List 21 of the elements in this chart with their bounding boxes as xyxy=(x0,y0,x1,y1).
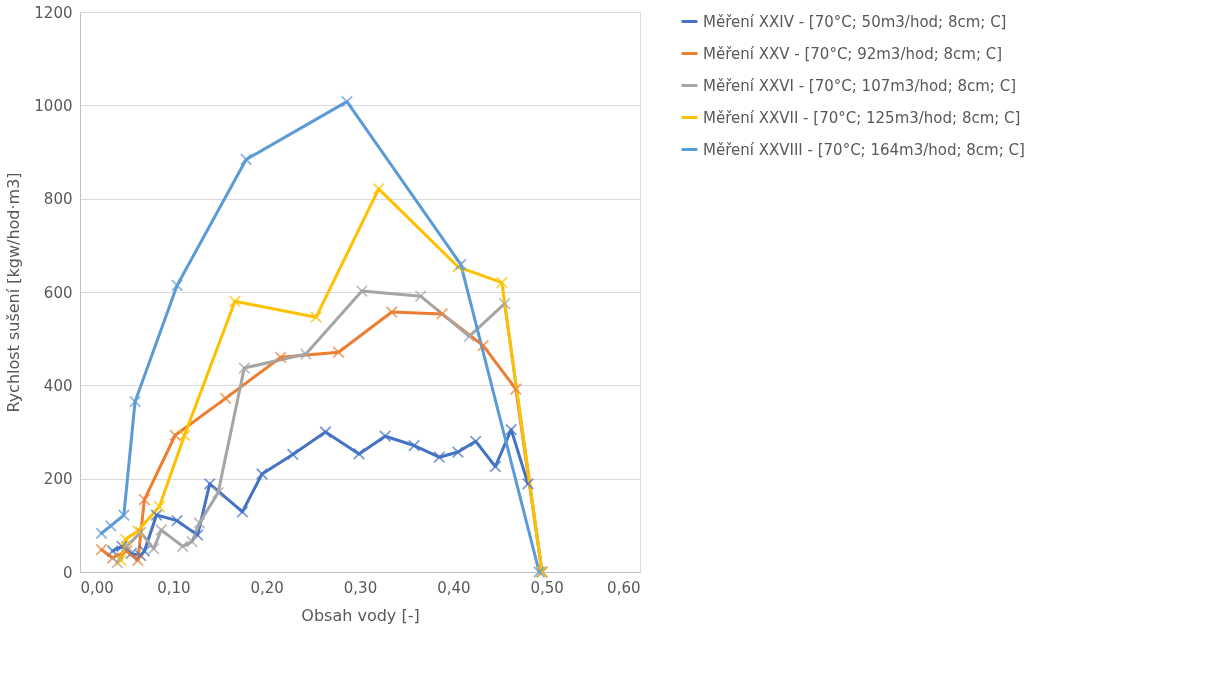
legend-label: Měření XXVI - [70°C; 107m3/hod; 8cm; C] xyxy=(703,76,1017,95)
x-tick-label: 0,10 xyxy=(157,578,191,597)
y-tick-label: 200 xyxy=(43,470,73,489)
y-tick-label: 400 xyxy=(43,376,73,395)
legend-label: Měření XXVIII - [70°C; 164m3/hod; 8cm; C] xyxy=(703,140,1025,159)
x-tick-label: 0,00 xyxy=(80,578,114,597)
legend-label: Měření XXV - [70°C; 92m3/hod; 8cm; C] xyxy=(703,44,1003,63)
y-tick-label: 0 xyxy=(62,563,73,582)
legend-label: Měření XXVII - [70°C; 125m3/hod; 8cm; C] xyxy=(703,108,1021,127)
y-tick-label: 800 xyxy=(43,190,73,209)
y-axis-title: Rychlost sušení [kgw/hod·m3] xyxy=(4,172,24,413)
y-tick-label: 600 xyxy=(43,283,73,302)
x-tick-label: 0,20 xyxy=(250,578,284,597)
x-tick-label: 0,30 xyxy=(343,578,378,597)
legend-label: Měření XXIV - [70°C; 50m3/hod; 8cm; C] xyxy=(703,12,1007,31)
x-tick-label: 0,40 xyxy=(437,578,471,597)
y-tick-label: 1200 xyxy=(34,3,73,22)
y-tick-label: 1000 xyxy=(34,96,73,115)
x-tick-label: 0,60 xyxy=(607,578,641,597)
x-axis-title: Obsah vody [-] xyxy=(301,605,420,625)
x-tick-label: 0,50 xyxy=(530,578,564,597)
